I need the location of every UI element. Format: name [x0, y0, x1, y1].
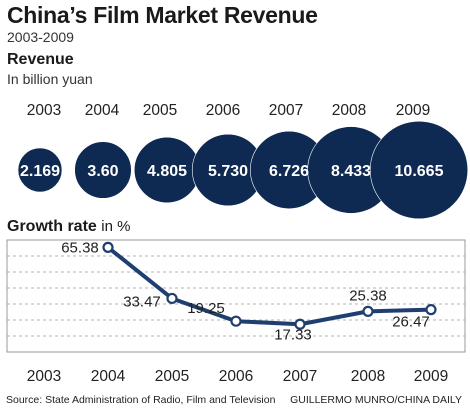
revenue-year-label: 2005	[143, 102, 177, 119]
growth-point	[294, 318, 306, 330]
growth-point	[362, 305, 374, 317]
growth-line	[106, 245, 433, 327]
revenue-bubble	[74, 141, 132, 199]
revenue-bubble	[17, 147, 63, 193]
revenue-value-label: 4.805	[147, 163, 187, 180]
revenue-value-label: 10.665	[395, 163, 444, 180]
growth-value-label: 17.33	[274, 326, 312, 343]
growth-point	[230, 315, 242, 327]
growth-value-label: 26.47	[392, 314, 430, 331]
growth-unit-label: in %	[101, 218, 131, 235]
revenue-year-label: 2007	[269, 102, 303, 119]
x-tick-label: 2003	[27, 368, 61, 385]
revenue-year-label: 2004	[85, 102, 120, 119]
growth-value-label: 25.38	[349, 287, 387, 304]
x-tick-label: 2005	[155, 368, 189, 385]
revenue-year-label: 2008	[332, 102, 366, 119]
source-note: Source: State Administration of Radio, F…	[6, 394, 276, 406]
x-tick-label: 2007	[283, 368, 317, 385]
revenue-year-label: 2009	[396, 102, 430, 119]
growth-point	[425, 304, 437, 316]
growth-point	[166, 292, 178, 305]
growth-value-label: 65.38	[61, 239, 99, 256]
revenue-year-label: 2003	[27, 102, 61, 119]
x-tick-label: 2006	[219, 368, 253, 385]
chart-title: China’s Film Market Revenue	[7, 2, 318, 28]
growth-point	[102, 241, 114, 253]
growth-heading: Growth rate in %	[7, 218, 130, 236]
x-tick-label: 2004	[91, 368, 126, 385]
credit-note: GUILLERMO MUNRO/CHINA DAILY	[290, 394, 462, 406]
growth-value-label: 19.25	[187, 300, 225, 317]
revenue-value-label: 6.726	[269, 163, 309, 180]
x-tick-label: 2008	[351, 368, 385, 385]
growth-title: Growth rate	[7, 218, 97, 235]
revenue-year-label: 2006	[206, 102, 240, 119]
revenue-value-label: 3.60	[87, 163, 118, 180]
revenue-unit-label: In billion yuan	[7, 71, 93, 87]
revenue-value-label: 5.730	[208, 163, 248, 180]
revenue-heading: Revenue	[7, 51, 74, 68]
growth-value-label: 33.47	[123, 293, 161, 310]
chart-subtitle: 2003-2009	[7, 29, 74, 45]
plot-frame	[6, 239, 466, 353]
revenue-value-label: 2.169	[20, 163, 60, 180]
revenue-bubble	[369, 120, 469, 220]
x-tick-label: 2009	[414, 368, 448, 385]
revenue-value-label: 8.433	[331, 163, 371, 180]
